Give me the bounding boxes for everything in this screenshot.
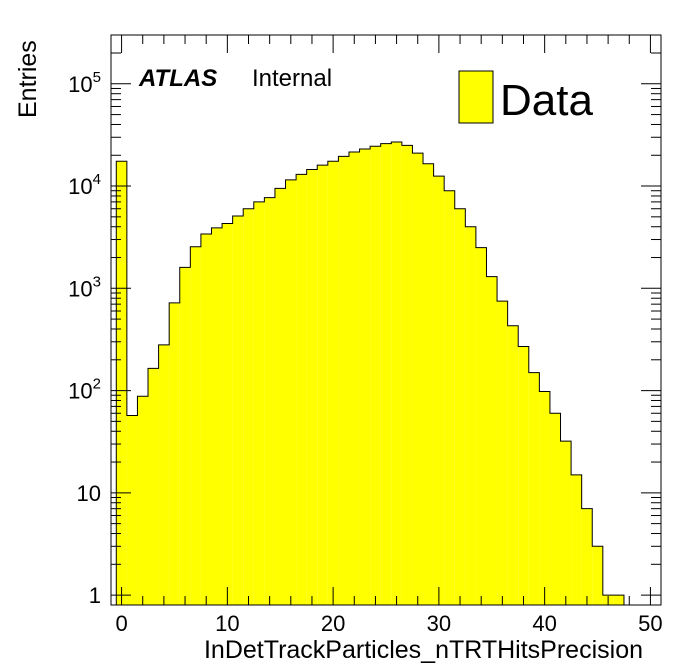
histogram-bin	[380, 143, 392, 605]
histogram-bin	[190, 246, 201, 605]
histogram-bin	[359, 149, 371, 605]
histogram-bin	[148, 368, 159, 605]
histogram-bin	[401, 145, 413, 605]
histogram-bin	[497, 301, 508, 605]
y-tick-label: 1	[89, 583, 101, 608]
histogram-bin	[285, 179, 297, 605]
x-tick-label: 50	[638, 611, 662, 636]
histogram-outline	[115, 141, 625, 605]
axis-ticks	[111, 34, 661, 605]
histogram-bin	[232, 215, 244, 605]
histogram-bin	[211, 227, 223, 605]
y-tick-label: 102	[68, 376, 101, 404]
histogram-bin	[454, 208, 466, 605]
histogram-bin	[571, 474, 582, 605]
histogram-bin	[126, 415, 138, 605]
histogram-bin	[539, 391, 550, 605]
atlas-status-label: Internal	[252, 65, 332, 92]
histogram-bin	[507, 325, 519, 605]
histogram-bin	[200, 233, 212, 605]
x-axis-title: InDetTrackParticles_nTRTHitsPrecision	[204, 636, 643, 664]
histogram-bin	[116, 161, 127, 605]
histogram-bin	[391, 141, 402, 605]
histogram-bin	[317, 165, 328, 606]
histogram-bin	[412, 153, 424, 605]
histogram-bin	[137, 396, 149, 605]
histogram-bars	[115, 141, 625, 606]
histogram-bin	[433, 176, 445, 605]
legend-entry-data: Data	[500, 76, 593, 125]
histogram-bin	[560, 441, 572, 605]
histogram-bin	[253, 201, 265, 605]
histogram-bin	[613, 595, 624, 605]
y-tick-label: 10	[77, 481, 101, 506]
atlas-label: ATLAS	[138, 65, 217, 92]
histogram-bin	[592, 546, 603, 605]
x-tick-label: 40	[532, 611, 556, 636]
histogram-bin	[264, 197, 275, 605]
x-tick-labels: 0 10 20 30 40 50	[115, 611, 662, 636]
x-tick-label: 0	[115, 611, 127, 636]
legend: Data	[458, 70, 593, 125]
histogram-bin	[486, 276, 498, 605]
x-tick-label: 10	[215, 611, 239, 636]
histogram-bin	[528, 372, 540, 605]
histogram-bin	[222, 223, 233, 605]
x-tick-label: 20	[321, 611, 345, 636]
histogram-bin	[274, 188, 286, 605]
histogram-bin	[179, 267, 191, 605]
histogram-bin	[169, 302, 180, 605]
y-tick-label: 103	[68, 273, 101, 301]
histogram-bin	[549, 413, 561, 605]
plot-frame	[110, 34, 662, 606]
histogram-bin	[444, 190, 455, 605]
histogram-bin	[296, 174, 307, 605]
histogram-bin	[306, 169, 318, 605]
y-tick-label: 104	[68, 171, 101, 199]
histogram-bin	[518, 346, 529, 605]
histogram-bin	[158, 344, 170, 605]
y-axis-title: Entries	[14, 40, 42, 118]
histogram-bin	[465, 226, 476, 605]
histogram-bin	[581, 508, 593, 605]
histogram-bin	[423, 163, 434, 605]
histogram-bin	[243, 208, 254, 605]
histogram-bin	[327, 161, 339, 605]
histogram-bin	[370, 146, 381, 605]
histogram-bin	[348, 152, 360, 605]
y-tick-labels: 1 10 102 103 104 105	[68, 69, 101, 608]
y-tick-label: 105	[68, 69, 101, 97]
histogram-bin	[475, 247, 487, 605]
x-tick-label: 30	[427, 611, 451, 636]
histogram-bin	[338, 156, 349, 605]
legend-swatch	[458, 70, 494, 124]
